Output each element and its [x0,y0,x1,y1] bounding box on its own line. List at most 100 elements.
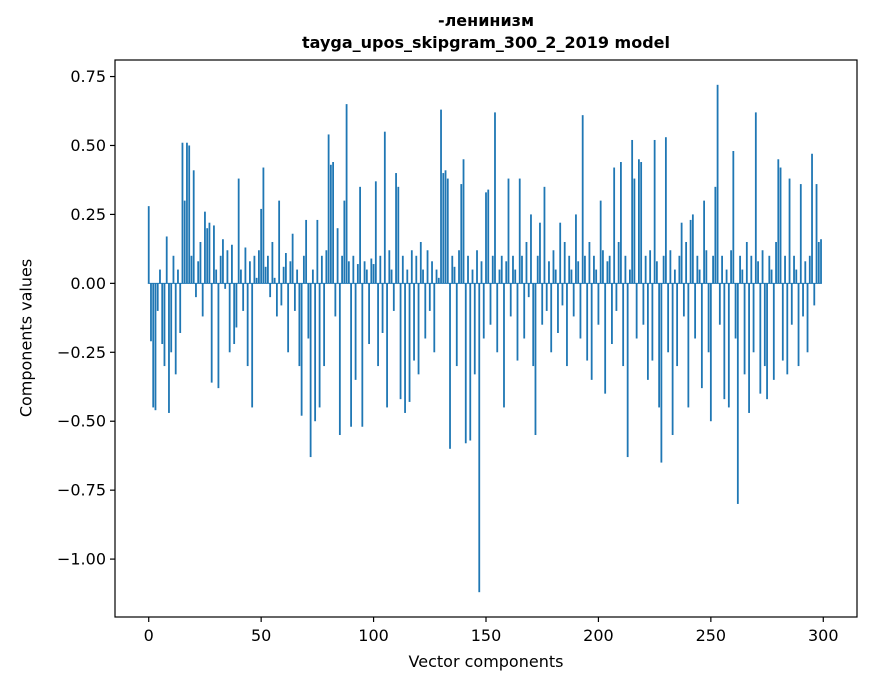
y-tick-label: 0.50 [70,136,106,155]
bar [784,255,786,284]
bar [802,283,804,317]
bar [314,283,317,422]
bar [507,178,510,284]
bar [341,255,343,284]
bar [437,277,440,284]
bar [343,200,346,284]
bar [327,134,330,284]
bar [516,283,519,361]
bar [671,283,674,436]
bar [638,159,640,284]
bar [586,283,589,361]
bar [453,266,456,284]
bar [186,142,188,284]
bar [597,283,600,325]
bar [709,283,712,422]
bar [494,112,496,284]
bar [624,255,627,284]
bar [640,162,643,284]
bar [150,283,152,342]
bar [206,228,209,284]
bar [224,283,227,289]
bar [563,241,566,284]
bar [786,283,789,375]
bar [503,283,505,408]
bar [629,269,631,284]
bar [431,261,433,284]
bar [548,261,550,284]
bar [754,112,757,284]
bar [307,283,310,339]
bar [435,269,438,284]
bar [725,269,728,284]
bar [599,200,602,284]
bar [442,173,445,284]
bar [199,241,202,284]
bar [293,283,296,311]
bar [568,255,571,284]
bar [395,173,397,284]
bar [329,164,332,284]
bar [244,247,247,284]
bar [388,250,391,284]
bar [700,283,703,389]
bar [338,283,341,436]
bar [253,255,256,284]
bar [613,167,616,284]
bar [458,250,460,284]
bar [428,283,431,311]
bar [532,283,535,367]
bar [249,261,251,284]
bar [298,283,301,367]
bar [246,283,249,367]
bar [590,283,593,380]
bar [523,283,526,339]
bar [242,283,245,311]
bar [404,283,406,413]
bar [273,277,276,284]
bar [213,225,215,284]
bar [509,283,512,317]
bar [772,283,775,380]
bar [240,269,242,284]
bar [255,277,258,284]
bar [766,283,768,400]
bar [210,283,213,383]
bar [188,145,191,284]
bar [305,219,308,284]
bar [775,241,777,284]
bar [208,222,211,284]
bar [471,269,474,284]
bar [694,283,697,339]
bar [320,255,323,284]
bar [611,283,613,345]
bar [658,283,661,408]
bar [226,250,229,284]
bar [581,115,584,284]
bar [179,283,182,333]
bar [541,283,544,325]
bar [381,283,384,333]
bar [543,186,546,284]
bar [197,261,200,284]
bar [655,261,658,284]
bar [204,211,206,284]
bar [401,255,404,284]
chart-title: -ленинизм tayga_upos_skipgram_300_2_2019… [115,10,857,54]
bar [793,255,795,284]
bar [231,244,233,284]
bar [554,269,557,284]
bar [685,241,688,284]
bar [539,222,541,284]
bar [345,104,348,284]
bar [177,269,179,284]
bar [363,261,366,284]
bar [233,283,236,345]
bar [489,283,492,325]
bar [723,283,726,400]
bar [491,255,494,284]
bar [790,283,793,325]
bar [626,283,629,458]
bar [660,283,663,463]
bar [258,250,260,284]
